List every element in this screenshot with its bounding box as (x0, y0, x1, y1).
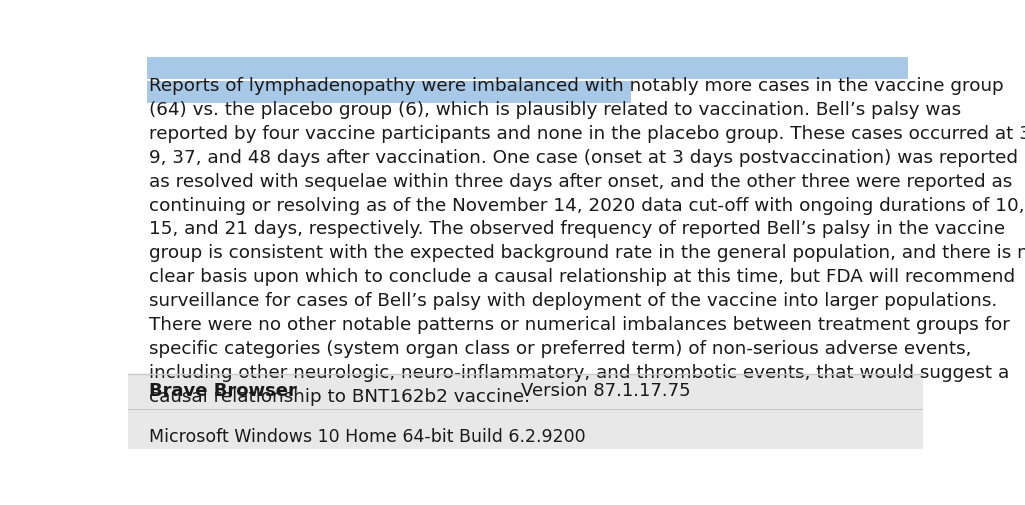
Text: Microsoft Windows 10 Home 64-bit Build 6.2.9200: Microsoft Windows 10 Home 64-bit Build 6… (149, 428, 585, 446)
Text: Brave Browser: Brave Browser (149, 382, 296, 400)
Bar (128, 374, 922, 449)
Text: 15, and 21 days, respectively. The observed frequency of reported Bell’s palsy i: 15, and 21 days, respectively. The obser… (149, 220, 1004, 238)
Text: including other neurologic, neuro-inflammatory, and thrombotic events, that woul: including other neurologic, neuro-inflam… (149, 364, 1009, 382)
Text: group is consistent with the expected background rate in the general population,: group is consistent with the expected ba… (149, 244, 1025, 262)
Bar (148, 81, 631, 103)
Text: causal relationship to BNT162b2 vaccine.: causal relationship to BNT162b2 vaccine. (149, 388, 530, 406)
Text: as resolved with sequelae within three days after onset, and the other three wer: as resolved with sequelae within three d… (149, 173, 1012, 190)
Text: continuing or resolving as of the November 14, 2020 data cut-off with ongoing du: continuing or resolving as of the Novemb… (149, 196, 1024, 215)
Text: 9, 37, and 48 days after vaccination. One case (onset at 3 days postvaccination): 9, 37, and 48 days after vaccination. On… (149, 148, 1018, 167)
Text: (64) vs. the placebo group (6), which is plausibly related to vaccination. Bell’: (64) vs. the placebo group (6), which is… (149, 101, 960, 119)
Text: specific categories (system organ class or preferred term) of non-serious advers: specific categories (system organ class … (149, 340, 971, 358)
Text: surveillance for cases of Bell’s palsy with deployment of the vaccine into large: surveillance for cases of Bell’s palsy w… (149, 292, 997, 310)
Text: There were no other notable patterns or numerical imbalances between treatment g: There were no other notable patterns or … (149, 316, 1010, 334)
Text: reported by four vaccine participants and none in the placebo group. These cases: reported by four vaccine participants an… (149, 125, 1025, 143)
Text: Reports of lymphadenopathy were imbalanced with notably more cases in the vaccin: Reports of lymphadenopathy were imbalanc… (149, 77, 1003, 95)
Bar (148, 57, 908, 79)
Text: Version 87.1.17.75: Version 87.1.17.75 (521, 382, 690, 400)
Text: clear basis upon which to conclude a causal relationship at this time, but FDA w: clear basis upon which to conclude a cau… (149, 268, 1015, 286)
